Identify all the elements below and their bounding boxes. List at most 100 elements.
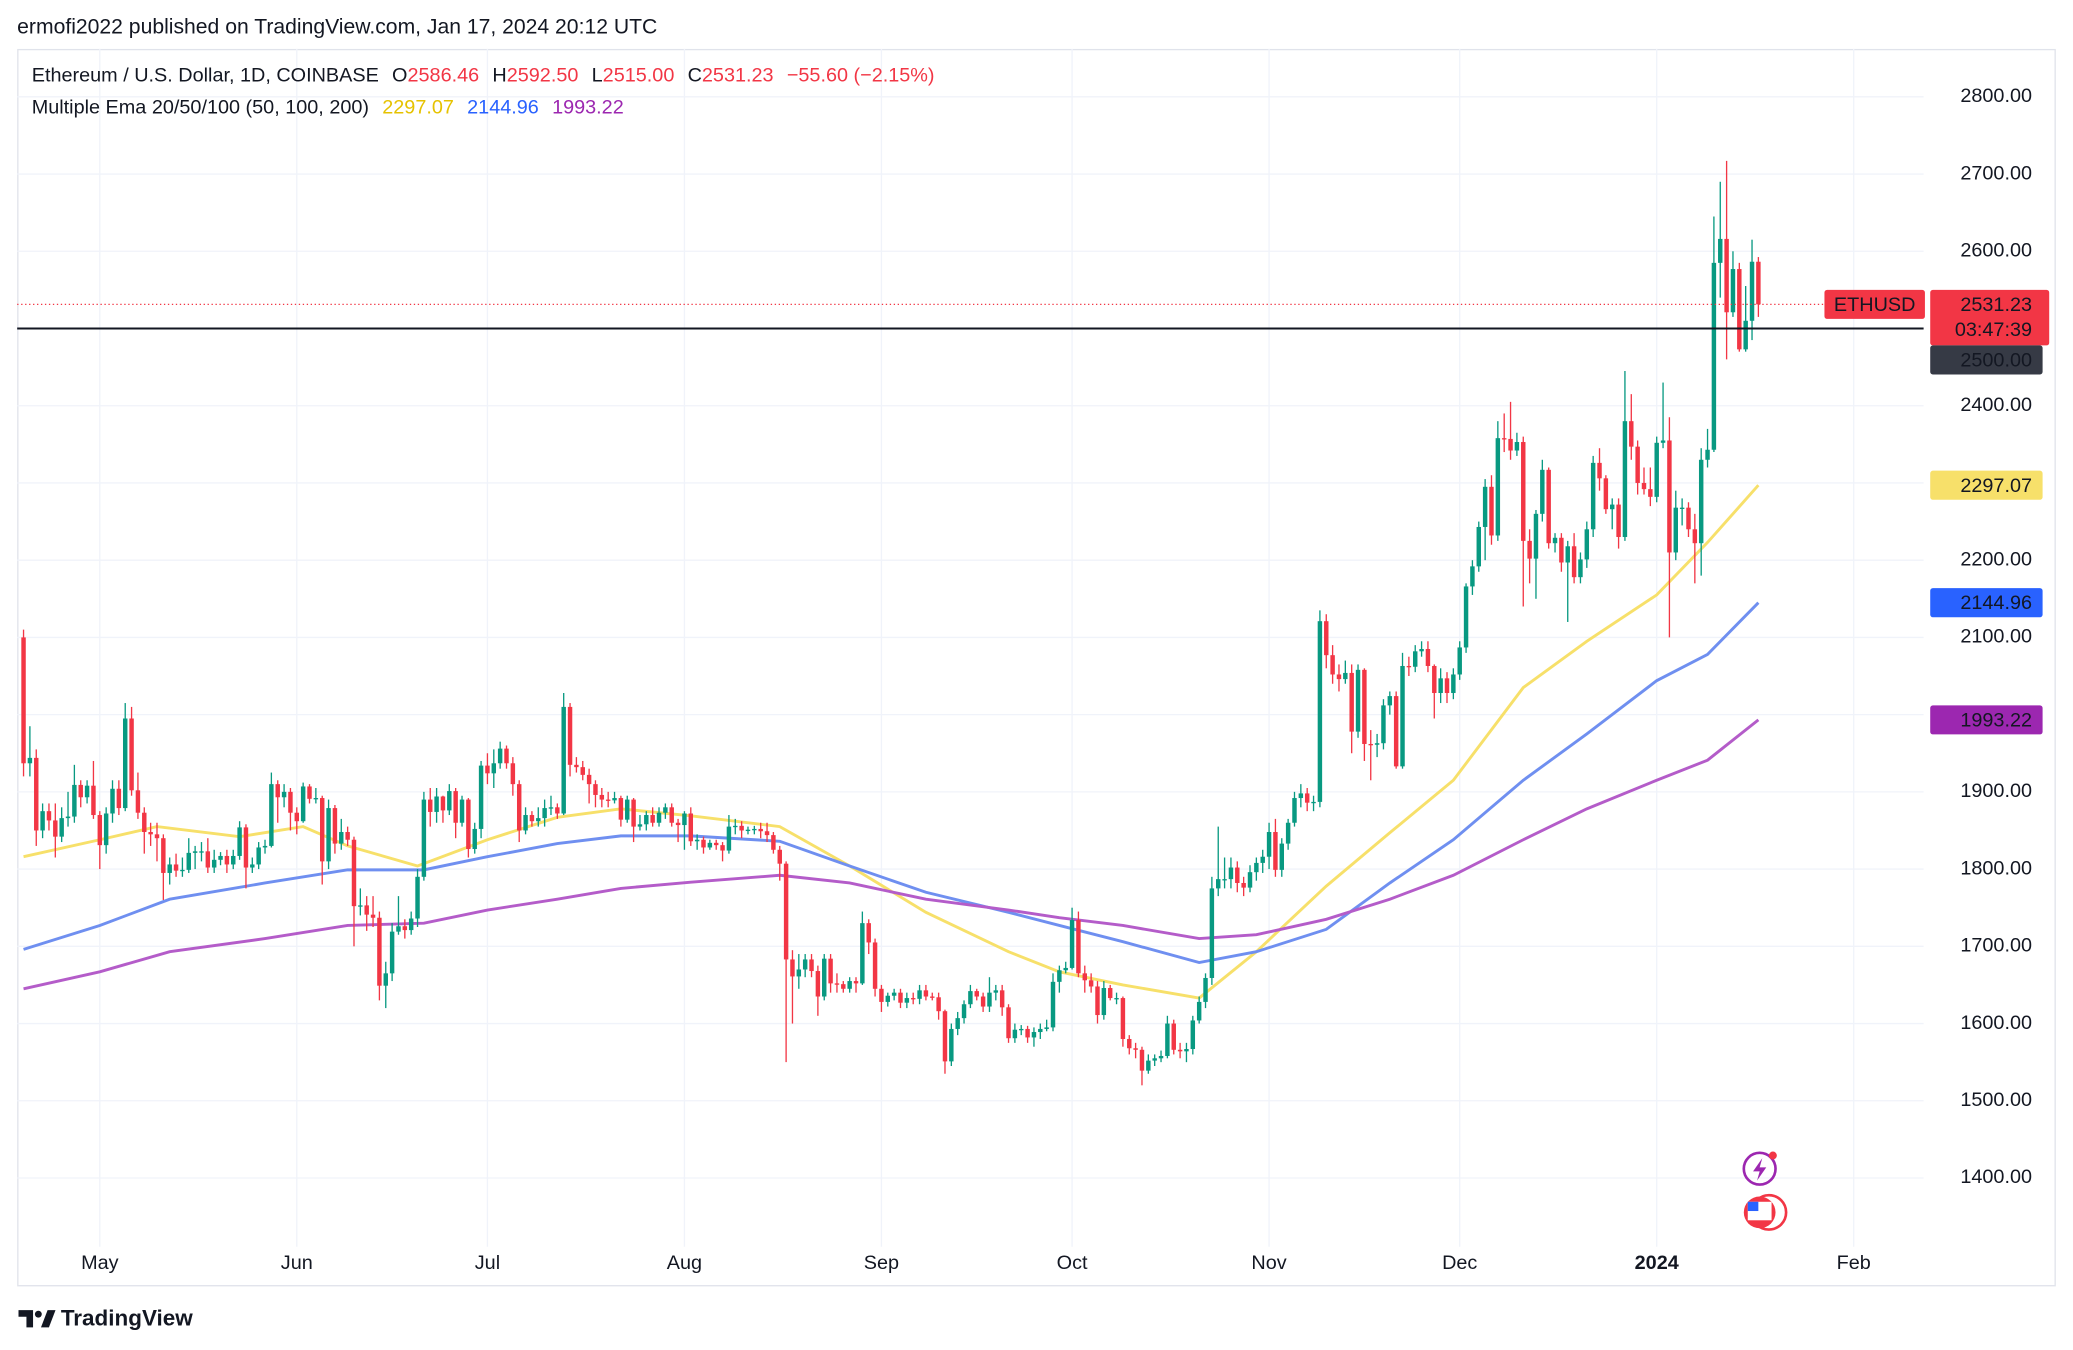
candle-body [497,748,503,764]
ohlc-value: 2531.23 [702,65,774,87]
candle-body [1476,526,1481,567]
candle-body [1203,977,1208,1002]
candle-body [1266,832,1272,857]
candle-body [1127,1038,1132,1049]
candle-body [593,784,598,795]
candle-body [1082,973,1088,981]
candle-body [567,706,573,765]
candle-body [307,786,312,799]
x-tick-label: May [81,1252,119,1274]
candle-body [1190,1020,1196,1050]
candle-body [510,763,516,785]
candle-body [339,832,344,844]
candle-body [1527,540,1532,559]
candle-body [396,926,401,932]
candle-body [1228,867,1234,880]
ema-line [23,718,1760,991]
candle-body [949,1028,954,1062]
y-tick-label: 1800.00 [1960,857,2032,879]
candle-body [675,822,681,826]
candle-body [1114,998,1119,1000]
candle-body [269,784,274,846]
candle-body [1743,320,1748,350]
candle-body [993,990,999,993]
candle-body [110,788,115,814]
candle-body [1730,269,1736,313]
candle-body [59,818,64,837]
candle-body [1387,696,1393,706]
candle-body [529,815,535,822]
candle-body [923,990,929,997]
candle-body [472,828,477,850]
candle-body [313,798,319,800]
y-tick-label: 1600.00 [1960,1012,2032,1034]
candle-body [1088,980,1094,987]
ohlc-letter: H [492,65,506,87]
candle-body [726,826,732,851]
candle-body [294,812,300,822]
ohlc-value: 2586.46 [407,65,479,87]
candle-body [1718,238,1723,263]
x-tick-label: Jul [475,1252,500,1274]
candle-body [1419,648,1424,652]
ema-badge-label: 1993.22 [1960,709,2032,731]
candle-body [1451,674,1456,694]
x-tick-label: Aug [667,1252,702,1274]
logo-mark [40,1310,56,1328]
candle-body [930,996,935,998]
candle-body [300,786,306,822]
candle-body [637,824,643,827]
candle-body [91,785,96,816]
candle-body [27,757,33,764]
candle-body [40,811,45,831]
candle-body [1107,988,1113,999]
candle-body [942,1011,948,1062]
candle-body [853,981,859,984]
candle-body [116,788,122,809]
ohlc-letter: L [592,65,603,87]
y-tick-label: 2200.00 [1960,548,2032,570]
candle-body [1584,529,1590,560]
candle-body [211,859,217,868]
candle-body [561,706,566,814]
candle-body [262,845,268,848]
candle-body [180,869,185,872]
candle-body [1247,872,1253,888]
candle-body [332,808,338,844]
candle-body [656,812,662,823]
candle-body [1222,879,1227,881]
y-tick-label: 2700.00 [1960,162,2032,184]
candle-body [1559,537,1564,563]
candle-body [1444,678,1450,694]
candle-body [701,839,706,848]
icon [1742,1151,1777,1186]
candle-body [1139,1049,1145,1071]
candle-body [720,845,725,851]
candle-body [161,838,166,873]
hline-label: 2500.00 [1960,349,2032,371]
x-tick-label: Nov [1251,1252,1286,1274]
candle-body [1355,669,1361,732]
symbol-title: Ethereum / U.S. Dollar, 1D, COINBASE [32,65,379,87]
indicator-value: 1993.22 [552,97,624,119]
candle-body [599,794,605,800]
candle-body [1406,665,1412,668]
candle-body [1273,832,1278,870]
candle-body [1540,469,1545,514]
candle-body [192,851,198,853]
candle-body [440,796,446,811]
candle-body [485,765,490,774]
candle-body [1006,1007,1011,1039]
candle-body [1457,647,1462,675]
hline-badge [1930,345,2043,375]
candle-body [237,827,242,856]
candle-body [504,748,509,764]
candle-body [536,818,541,822]
candle-body [1216,879,1221,889]
candle-body [1012,1029,1018,1039]
candle-body [1737,269,1742,350]
candle-body [1514,442,1520,451]
publish-header: ermofi2022 published on TradingView.com,… [17,15,657,38]
candle-body [1304,793,1310,803]
